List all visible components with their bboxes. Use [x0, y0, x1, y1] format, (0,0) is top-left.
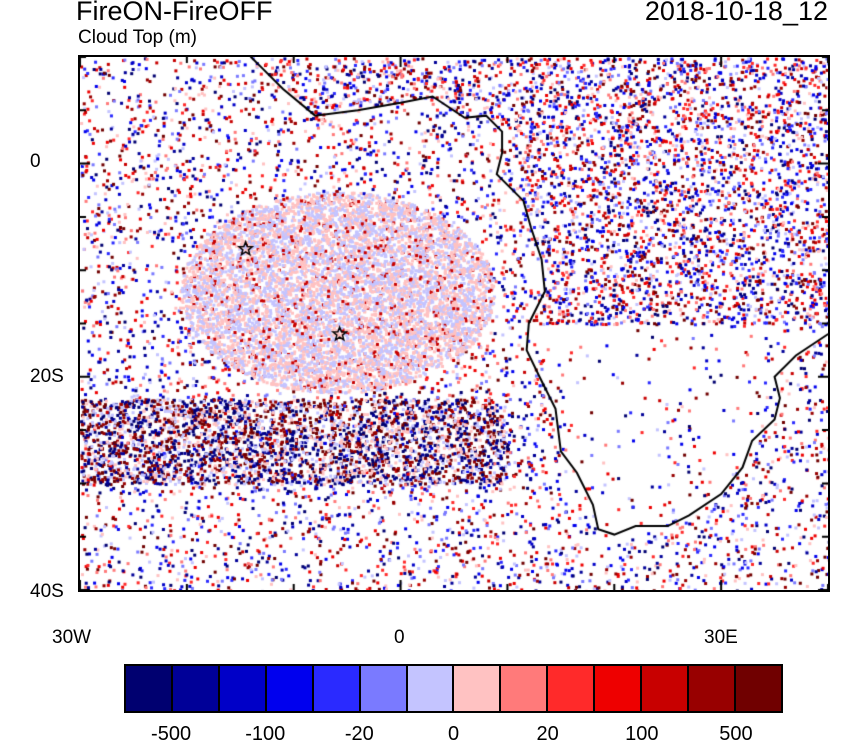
colorbar-swatch [126, 666, 173, 711]
y-tick-label: 0 [30, 151, 41, 172]
cloud-top-difference-field [80, 57, 828, 590]
colorbar-label: 500 [719, 723, 753, 745]
colorbar-swatch [642, 666, 690, 711]
colorbar-swatch [454, 666, 502, 711]
colorbar-swatch [313, 666, 361, 711]
colorbar [124, 664, 783, 713]
colorbar-swatch [360, 666, 408, 711]
colorbar-swatch [735, 666, 781, 711]
colorbar-label: -100 [245, 723, 286, 745]
colorbar-swatch [266, 666, 314, 711]
plot-date: 2018-10-18_12 [644, 0, 828, 26]
colorbar-swatch [172, 666, 220, 711]
colorbar-swatch [689, 666, 736, 711]
colorbar-label: 20 [536, 723, 559, 745]
plot-subtitle: Cloud Top (m) [78, 27, 197, 48]
map-plot-area [78, 55, 830, 592]
colorbar-swatch [548, 666, 596, 711]
colorbar-label: 0 [447, 723, 460, 745]
y-tick-label: 40S [30, 581, 64, 602]
x-tick-label: 30E [704, 627, 738, 648]
colorbar-label: 100 [625, 723, 659, 745]
x-tick-label: 30W [52, 627, 92, 648]
colorbar-swatch [407, 666, 455, 711]
x-tick-label: 0 [394, 627, 405, 648]
colorbar-swatch [219, 666, 267, 711]
colorbar-swatch [501, 666, 549, 711]
y-tick-label: 20S [30, 366, 64, 387]
colorbar-label: -500 [151, 723, 192, 745]
plot-title: FireON-FireOFF [76, 0, 273, 26]
colorbar-label: -20 [344, 723, 374, 745]
colorbar-swatch [595, 666, 643, 711]
